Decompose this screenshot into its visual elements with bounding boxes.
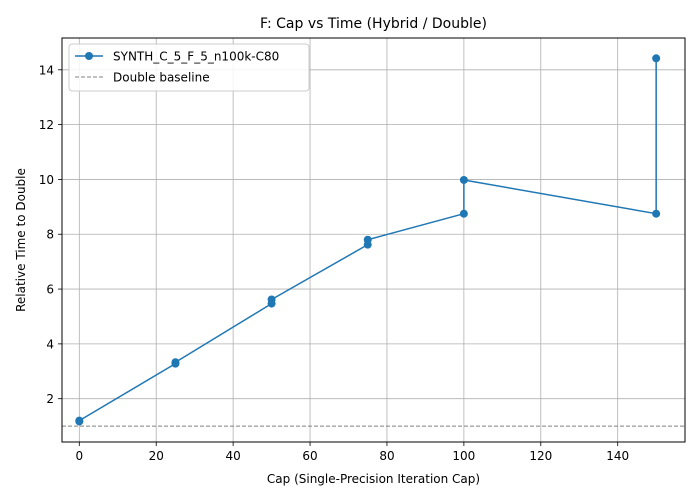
series-layer: [75, 54, 661, 426]
y-tick-label: 8: [46, 228, 54, 242]
legend: SYNTH_C_5_F_5_n100k-C80 Double baseline: [68, 43, 310, 92]
legend-series-label: SYNTH_C_5_F_5_n100k-C80: [113, 50, 279, 64]
series-line: [78, 58, 657, 422]
x-axis-ticks: 0 20 40 60 80 100 120 140: [75, 442, 629, 463]
y-axis-label: Relative Time to Double: [14, 168, 28, 312]
y-axis-ticks: 2 4 6 8 10 12 14: [39, 63, 62, 406]
chart-title: F: Cap vs Time (Hybrid / Double): [260, 16, 487, 32]
legend-baseline-label: Double baseline: [113, 71, 210, 85]
y-tick-label: 12: [39, 118, 54, 132]
y-tick-label: 14: [39, 63, 54, 77]
x-tick-label: 100: [452, 449, 475, 463]
x-tick-label: 120: [529, 449, 552, 463]
y-tick-label: 10: [39, 173, 54, 187]
data-point: [75, 416, 84, 425]
x-tick-label: 40: [225, 449, 240, 463]
data-point: [363, 235, 372, 244]
data-point: [652, 209, 661, 218]
data-point: [267, 295, 276, 304]
data-point: [652, 54, 661, 63]
x-tick-label: 140: [606, 449, 629, 463]
data-point: [171, 358, 180, 367]
grid: [62, 38, 685, 442]
y-tick-label: 6: [46, 283, 54, 297]
y-tick-label: 2: [46, 392, 54, 406]
data-point: [459, 175, 468, 184]
legend-series-marker: [85, 52, 93, 60]
x-tick-label: 20: [149, 449, 164, 463]
y-tick-label: 4: [46, 337, 54, 351]
legend-box: [68, 43, 310, 92]
x-axis-label: Cap (Single-Precision Iteration Cap): [267, 472, 480, 486]
x-tick-label: 60: [302, 449, 317, 463]
x-tick-label: 80: [379, 449, 394, 463]
axes-frame: [61, 37, 686, 443]
data-point: [459, 209, 468, 218]
x-tick-label: 0: [75, 449, 83, 463]
